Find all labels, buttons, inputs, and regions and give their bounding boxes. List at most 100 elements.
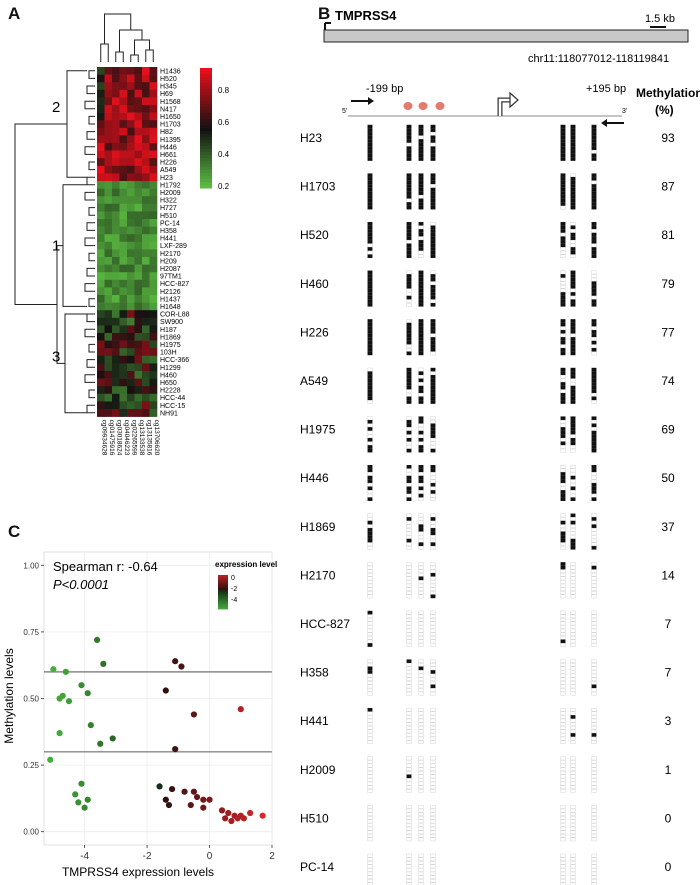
- cpg-site: [418, 378, 424, 383]
- heatmap-cell: [97, 105, 105, 113]
- cpg-site: [591, 517, 597, 521]
- cpg-site: [418, 565, 424, 570]
- cpg-site: [418, 826, 424, 831]
- cpg-site: [560, 636, 566, 640]
- dendrogram-branch: [86, 222, 95, 231]
- cpg-site: [430, 135, 436, 140]
- cpg-site: [430, 202, 436, 206]
- cpg-site: [406, 493, 412, 498]
- heatmap-cell: [149, 348, 158, 357]
- cpg-site: [570, 131, 576, 136]
- cpg-site: [430, 139, 436, 143]
- cpg-site: [430, 610, 436, 615]
- heatmap-cell: [149, 279, 158, 288]
- cpg-site: [430, 330, 436, 334]
- data-point: [181, 788, 188, 795]
- row-label: H1648: [160, 304, 181, 311]
- methylation-percent: 7: [665, 666, 672, 680]
- colorbar-step: [200, 110, 212, 114]
- cpg-site: [418, 445, 424, 449]
- cpg-site: [570, 468, 576, 473]
- heatmap-cell: [134, 340, 143, 349]
- cpg-site: [430, 184, 436, 188]
- heatmap-cell: [142, 97, 150, 106]
- dendrogram-branch: [86, 404, 95, 414]
- data-point: [65, 698, 73, 705]
- cpg-site: [430, 448, 436, 453]
- cpg-site: [591, 400, 597, 404]
- cpg-site: [430, 416, 436, 421]
- row-label: H345: [160, 84, 177, 91]
- cpg-site: [367, 173, 373, 178]
- heatmap-cell: [142, 378, 150, 387]
- cpg-site: [367, 823, 373, 827]
- cpg-site: [430, 274, 436, 278]
- cpg-site: [430, 348, 436, 352]
- cpg-site: [560, 812, 566, 816]
- cpg-site: [570, 479, 576, 484]
- cpg-site: [570, 157, 576, 161]
- heatmap-cell: [104, 203, 113, 212]
- heatmap-cell: [119, 181, 128, 189]
- cpg-site: [591, 684, 597, 689]
- cpg-site: [430, 864, 436, 869]
- heatmap-cell: [104, 363, 113, 372]
- heatmap-cell: [134, 82, 143, 91]
- cpg-site: [430, 531, 436, 536]
- cpg-site: [418, 868, 424, 872]
- cpg-site: [418, 666, 424, 671]
- cpg-site: [418, 184, 424, 188]
- cpg-site: [570, 344, 576, 349]
- heatmap-cell: [97, 340, 105, 349]
- cpg-site: [570, 729, 576, 734]
- heatmap-cell: [127, 279, 135, 288]
- column-label: cg04046223: [123, 420, 130, 456]
- heatmap-cell: [119, 143, 128, 151]
- heatmap-cell: [127, 333, 135, 341]
- heatmap-cell: [119, 211, 128, 220]
- cpg-site: [430, 337, 436, 341]
- cpg-site: [591, 475, 597, 480]
- cpg-site: [570, 180, 576, 185]
- cpg-site: [406, 756, 412, 761]
- heatmap-cell: [97, 317, 105, 326]
- methylation-header-unit: (%): [655, 103, 674, 117]
- cpg-site: [406, 225, 412, 230]
- cpg-site: [430, 576, 436, 581]
- colorbar-tick-label: 0.8: [218, 86, 230, 95]
- cpg-site: [591, 733, 597, 737]
- heatmap-cell: [119, 348, 128, 357]
- data-point: [84, 796, 91, 803]
- cpg-site: [367, 229, 373, 233]
- gene-diagram: TMPRSS4 1.5 kb chr11:118077012-118119841…: [323, 8, 689, 127]
- cpg-site: [570, 879, 576, 883]
- cpg-site: [406, 475, 412, 480]
- heatmap-cell: [104, 393, 113, 402]
- cpg-site: [560, 445, 566, 449]
- heatmap-cell: [112, 264, 120, 273]
- cpg-site: [591, 490, 597, 494]
- heatmap-cell: [142, 295, 150, 303]
- dendrogram-branch: [56, 245, 65, 364]
- cpg-site: [570, 225, 576, 230]
- cpg-site: [570, 715, 576, 719]
- cpg-site: [367, 250, 373, 255]
- cpg-site: [570, 303, 576, 307]
- cpg-site: [560, 789, 566, 793]
- cpg-site: [406, 853, 412, 858]
- cpg-site: [560, 173, 566, 178]
- cpg-site: [406, 299, 412, 304]
- heatmap-cell: [104, 287, 113, 296]
- row-label: HCC-15: [160, 403, 185, 410]
- heatmap-cell: [97, 158, 105, 167]
- cpg-site: [570, 483, 576, 487]
- cpg-site: [430, 587, 436, 591]
- cpg-site: [570, 221, 576, 226]
- cpg-site: [430, 789, 436, 793]
- cpg-site: [406, 270, 412, 275]
- methylation-header: Methylation: [636, 86, 700, 100]
- heatmap-cell: [104, 317, 113, 326]
- cpg-site: [430, 236, 436, 241]
- cpg-site: [418, 740, 424, 744]
- heatmap-cell: [149, 89, 158, 98]
